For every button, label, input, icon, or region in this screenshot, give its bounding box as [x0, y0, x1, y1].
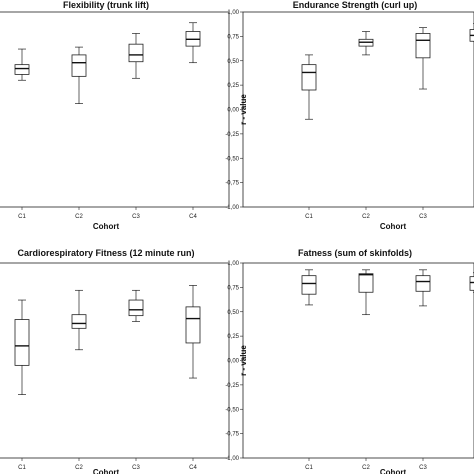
x-tick-label: C1 — [18, 465, 26, 471]
x-tick-label: C4 — [189, 465, 197, 471]
box-4 — [469, 23, 474, 42]
y-tick-label: -1,00 — [225, 205, 239, 211]
x-tick-label: C4 — [189, 214, 197, 220]
y-tick-label: -0,75 — [225, 181, 239, 187]
y-tick-label: 0,00 — [227, 359, 239, 365]
y-tick-label: 0,75 — [227, 34, 239, 40]
x-tick-label: C1 — [305, 465, 313, 471]
box-iqr — [14, 64, 30, 75]
box-1 — [301, 54, 317, 120]
y-axis-label: r - value — [239, 94, 248, 125]
x-tick-label: C2 — [75, 465, 83, 471]
box-1 — [301, 269, 317, 306]
box-iqr — [301, 64, 317, 91]
x-tick-label: C2 — [75, 214, 83, 220]
x-tick-label: C3 — [132, 465, 140, 471]
x-tick-label: C3 — [419, 214, 427, 220]
chart-panel-3: Cardiorespiratory Fitness (12 minute run… — [0, 248, 230, 474]
box-1 — [14, 299, 30, 395]
chart-title: Cardiorespiratory Fitness (12 minute run… — [17, 248, 194, 258]
chart-panel-4: Fatness (sum of skinfolds) 1,00 0,75 0,50 0,… — [225, 248, 474, 474]
box-iqr — [415, 33, 431, 59]
box-4 — [469, 272, 474, 293]
x-tick-label: C2 — [362, 214, 370, 220]
chart-panel-2: Endurance Strength (curl up) 1,00 0,75 0,50… — [225, 0, 474, 231]
y-tick-label: -0,50 — [225, 156, 239, 162]
chart-title: Fatness (sum of skinfolds) — [298, 248, 412, 258]
x-tick-label: C2 — [362, 465, 370, 471]
y-tick-label: 0,25 — [227, 334, 239, 340]
box-iqr — [14, 319, 30, 366]
box-3 — [415, 27, 431, 90]
y-tick-label: -0,50 — [225, 407, 239, 413]
box-iqr — [415, 275, 431, 292]
box-2 — [358, 269, 374, 316]
box-iqr — [185, 306, 201, 344]
y-tick-label: -1,00 — [225, 456, 239, 462]
box-iqr — [71, 314, 87, 329]
chart-title: Endurance Strength (curl up) — [293, 0, 418, 10]
x-axis-label: Cohort — [93, 468, 120, 474]
y-tick-label: 0,25 — [227, 83, 239, 89]
box-iqr — [71, 54, 87, 77]
x-tick-label: C3 — [419, 465, 427, 471]
y-tick-label: 0,50 — [227, 310, 239, 316]
x-tick-label: C3 — [132, 214, 140, 220]
y-tick-label: 0,00 — [227, 108, 239, 114]
plot-frame — [242, 262, 474, 459]
x-axis-label: Cohort — [380, 468, 407, 474]
chart-panel-1: Flexibility (trunk lift) C1 C2 C3 C4 Cohort — [0, 0, 230, 231]
box-iqr — [469, 276, 474, 291]
y-tick-label: 1,00 — [227, 10, 239, 16]
box-3 — [128, 33, 144, 79]
box-2 — [71, 46, 87, 105]
box-iqr — [128, 43, 144, 63]
box-4 — [185, 22, 201, 64]
y-axis-label: r - value — [239, 345, 248, 376]
y-tick-label: 0,50 — [227, 59, 239, 65]
box-3 — [128, 289, 144, 322]
x-axis-label: Cohort — [380, 222, 407, 231]
box-iqr — [358, 273, 374, 293]
y-tick-label: 0,75 — [227, 285, 239, 291]
x-tick-label: C1 — [305, 214, 313, 220]
y-tick-label: 1,00 — [227, 261, 239, 267]
box-4 — [185, 285, 201, 379]
box-iqr — [128, 299, 144, 317]
y-tick-label: -0,25 — [225, 132, 239, 138]
plot-frame — [242, 11, 474, 208]
x-axis-label: Cohort — [93, 222, 120, 231]
box-2 — [71, 289, 87, 351]
chart-title: Flexibility (trunk lift) — [63, 0, 149, 10]
box-3 — [415, 269, 431, 307]
y-tick-label: -0,75 — [225, 432, 239, 438]
x-tick-label: C1 — [18, 214, 26, 220]
plot-frame — [0, 262, 230, 459]
box-2 — [358, 31, 374, 56]
y-tick-label: -0,25 — [225, 383, 239, 389]
box-iqr — [301, 275, 317, 295]
box-1 — [14, 48, 30, 81]
